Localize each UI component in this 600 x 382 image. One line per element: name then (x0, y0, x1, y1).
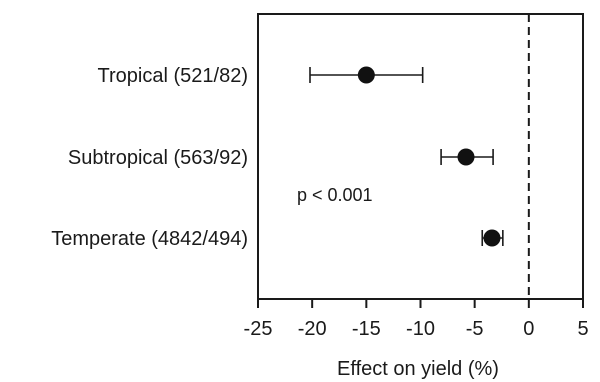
x-tick-label: -5 (466, 318, 484, 340)
data-marks (309, 66, 504, 247)
plot-frame (257, 13, 584, 300)
x-tick-label: -10 (406, 318, 435, 340)
category-label: Tropical (521/82) (98, 65, 248, 87)
x-tick-label: -25 (244, 318, 273, 340)
x-tick-label: -20 (298, 318, 327, 340)
effect-point (457, 148, 475, 166)
p-value-annotation: p < 0.001 (297, 185, 373, 205)
x-tick-label: -15 (352, 318, 381, 340)
x-tick-label: 5 (577, 318, 588, 340)
x-tick-label: 0 (523, 318, 534, 340)
category-label: Subtropical (563/92) (68, 147, 248, 169)
x-axis-title: Effect on yield (%) (337, 358, 499, 380)
effect-point (483, 229, 501, 247)
x-axis: -25 -20 -15 -10 -5 0 5 (244, 299, 589, 340)
category-labels: Tropical (521/82) Subtropical (563/92) Tem… (51, 65, 248, 250)
effect-point (357, 66, 375, 84)
category-label: Temperate (4842/494) (51, 228, 248, 250)
